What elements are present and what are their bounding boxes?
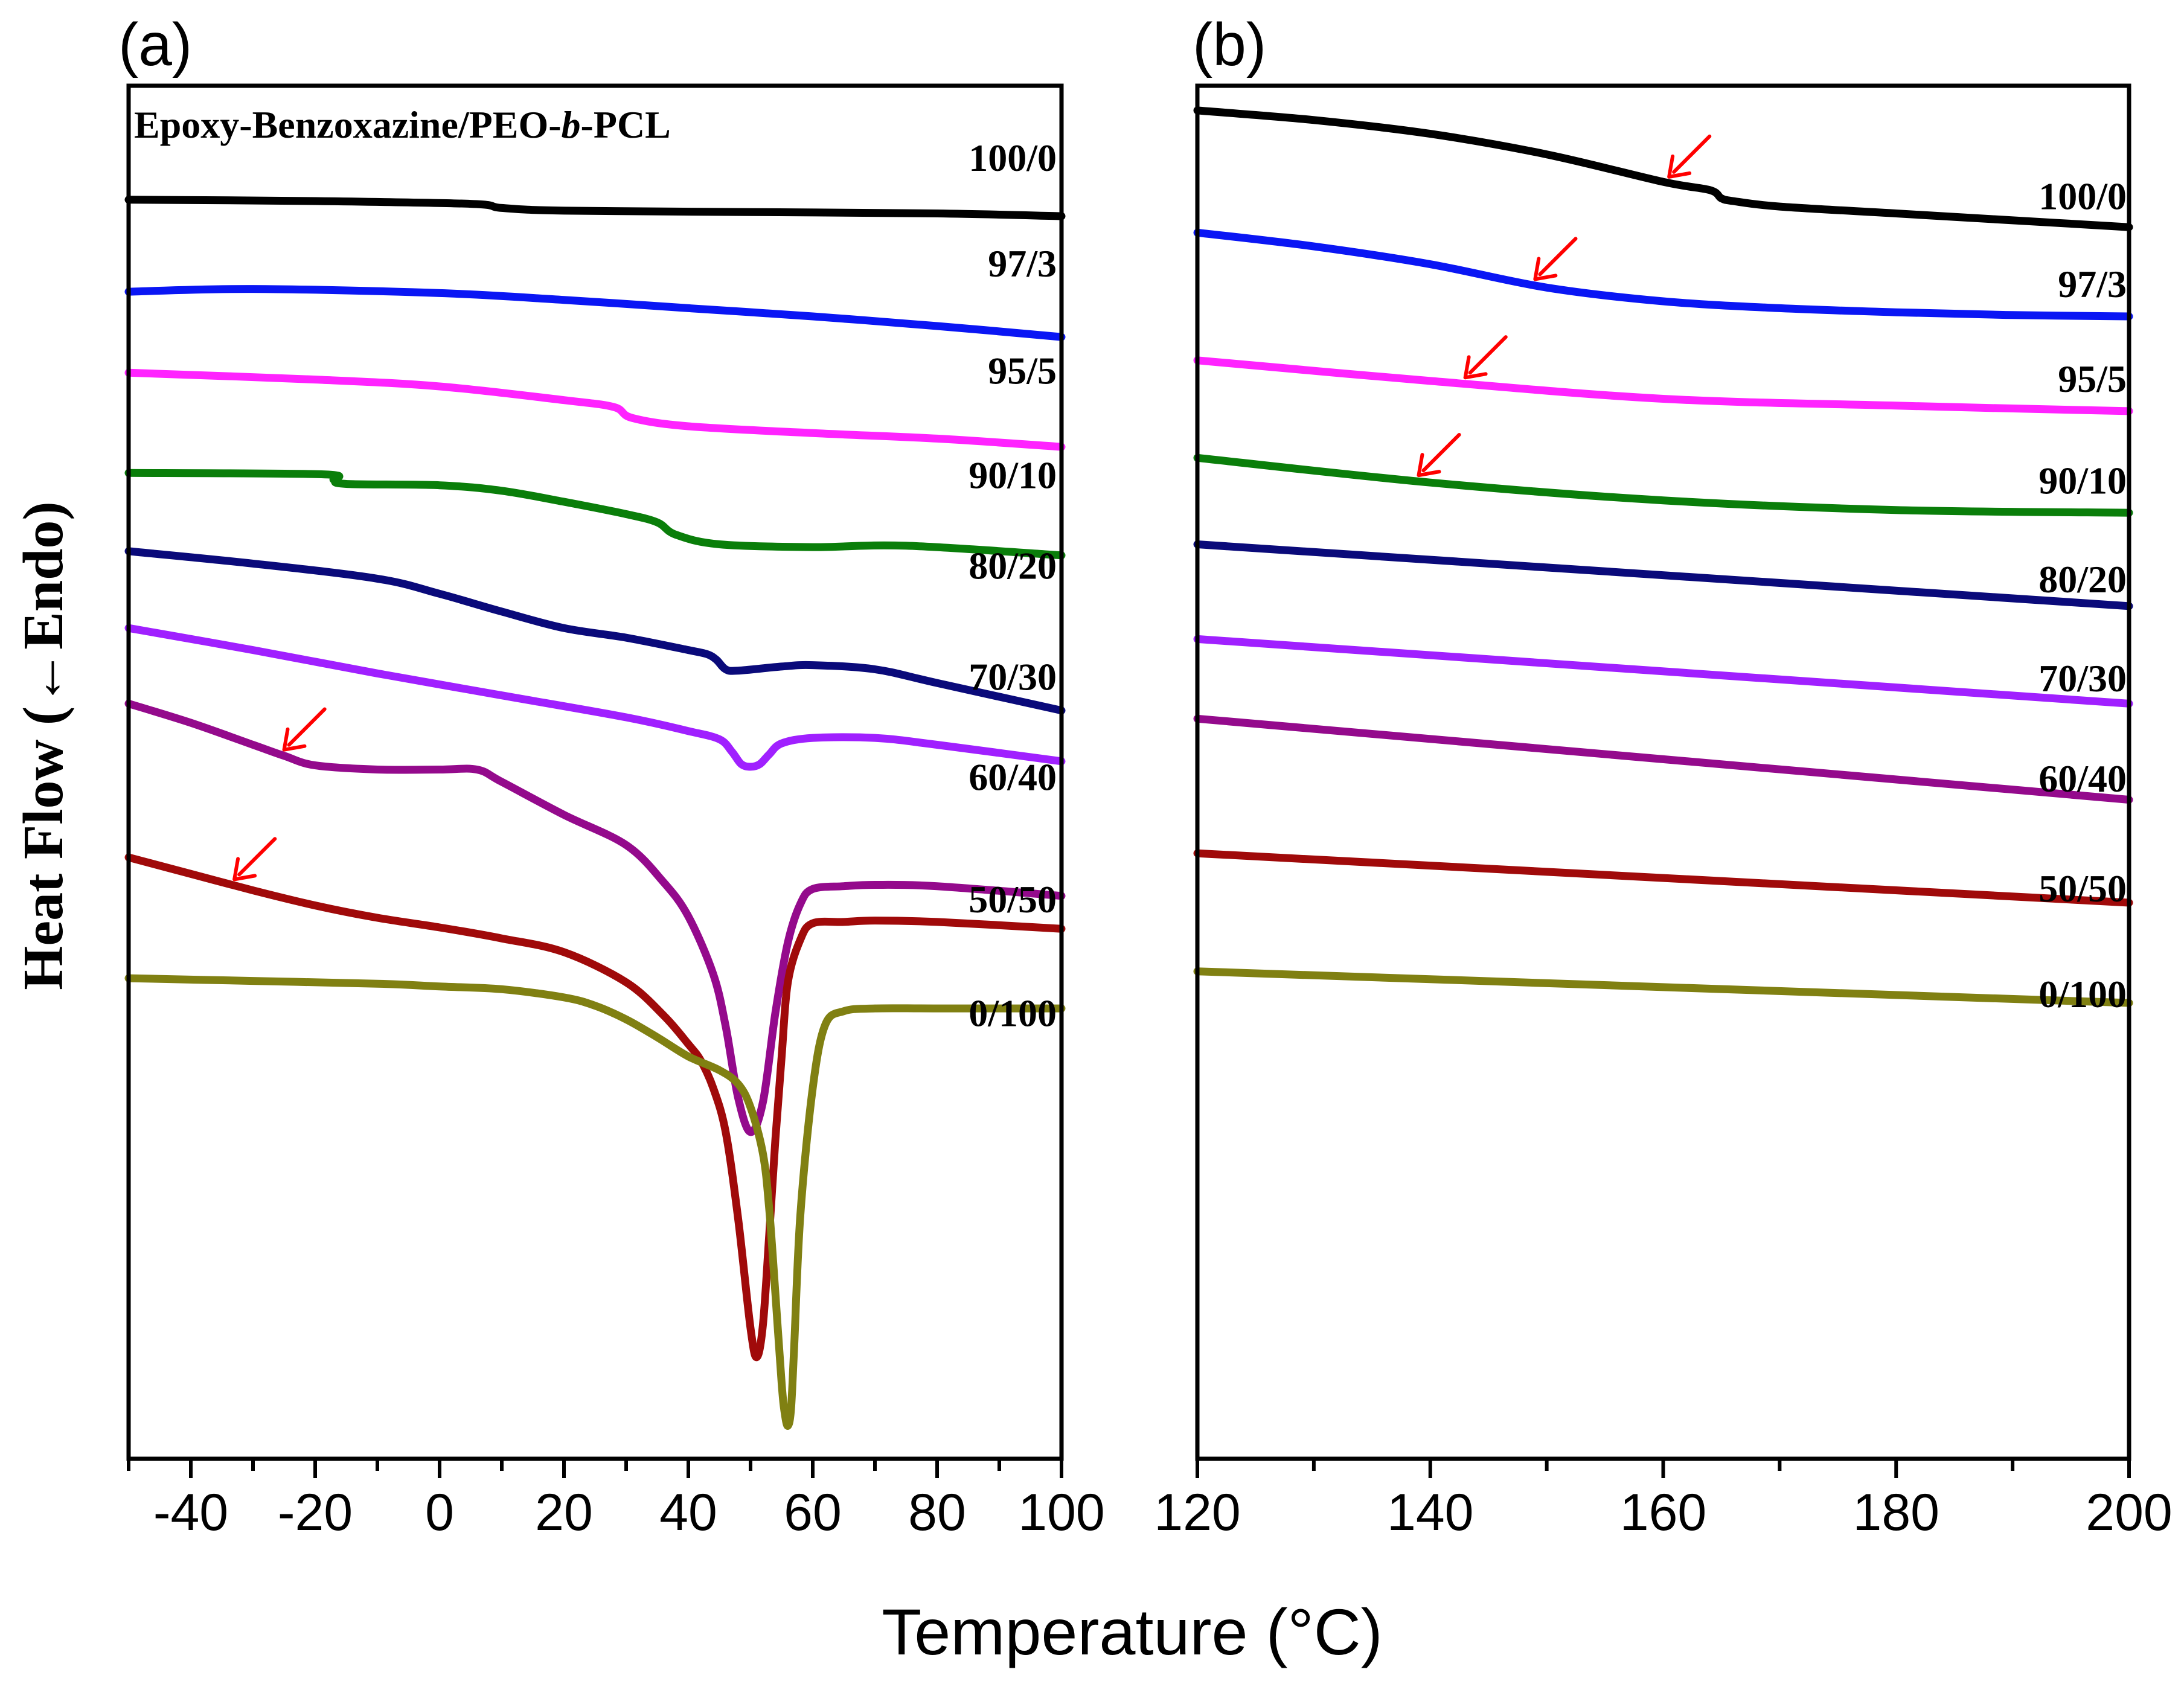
panel-a-title-part3: -PCL	[581, 103, 671, 146]
series-50-50-line	[124, 853, 1066, 1362]
panel-b-curve-labels: 100/0 97/3 95/5 90/10 80/20 70/30 60/40 50/50 0/…	[2038, 175, 2127, 1016]
panel-a: (a) Epoxy-Benzoxazine/PEO-b-PCL 100/0 97/…	[118, 11, 1105, 1542]
series-100-0-line	[124, 196, 1066, 220]
panel-a-x-axis: -40 -20 0 20 40 60 80 100	[127, 1459, 1105, 1542]
x-axis-title: Temperature (°C)	[882, 1595, 1382, 1668]
annotation-arrow	[232, 837, 277, 882]
x-tick-label: 0	[425, 1484, 454, 1542]
series-70-30-line	[124, 624, 1066, 771]
curve-label-95-5: 95/5	[2058, 357, 2127, 400]
panel-a-arrows	[232, 707, 327, 882]
curve-label-100-0: 100/0	[2038, 175, 2127, 218]
annotation-arrow	[1417, 432, 1461, 478]
panel-a-title-italic: b	[562, 103, 581, 146]
curve-label-50-50: 50/50	[969, 878, 1057, 921]
curve-label-50-50: 50/50	[2038, 867, 2127, 910]
annotation-arrow	[1463, 335, 1508, 380]
panel-b-x-axis: 120 140 160 180 200	[1154, 1459, 2173, 1542]
series-90-10-line	[124, 469, 1066, 560]
annotation-arrow	[1667, 134, 1712, 179]
x-tick-label: 180	[1853, 1484, 1940, 1542]
curve-label-97-3: 97/3	[2058, 263, 2127, 306]
panel-a-label: (a)	[118, 11, 192, 78]
series-90-10-line	[1193, 453, 2133, 517]
series-60-40-line	[124, 699, 1066, 1136]
curve-label-80-20: 80/20	[2038, 558, 2127, 601]
x-tick-label: 120	[1154, 1484, 1241, 1542]
series-80-20-line	[1193, 540, 2133, 610]
series-97-3-line	[124, 285, 1066, 341]
series-70-30-line	[1193, 635, 2133, 708]
curve-label-97-3: 97/3	[988, 242, 1057, 285]
x-tick-label: 80	[908, 1484, 966, 1542]
series-0-100-line	[1193, 967, 2133, 1007]
series-95-5-line	[1193, 356, 2133, 415]
panel-b-arrows	[1417, 134, 1712, 478]
curve-label-100-0: 100/0	[969, 136, 1057, 179]
panel-a-frame	[126, 83, 1064, 1461]
x-tick-label: 140	[1387, 1484, 1474, 1542]
panel-a-title-part1: Epoxy-Benzoxazine/PEO-	[134, 103, 562, 146]
panel-b-frame	[1195, 83, 2131, 1461]
x-tick-label: -40	[153, 1484, 228, 1542]
x-tick-label: 160	[1620, 1484, 1707, 1542]
panel-b-series	[1193, 106, 2133, 1007]
panel-b-label: (b)	[1193, 11, 1266, 78]
curve-label-0-100: 0/100	[969, 992, 1057, 1035]
series-95-5-line	[124, 368, 1066, 451]
series-80-20-line	[124, 547, 1066, 715]
curve-label-60-40: 60/40	[2038, 757, 2127, 800]
annotation-arrow	[1533, 237, 1578, 281]
annotation-arrow	[282, 707, 327, 752]
curve-label-60-40: 60/40	[969, 756, 1057, 799]
x-tick-label: 100	[1018, 1484, 1105, 1542]
curve-label-70-30: 70/30	[2038, 657, 2127, 700]
x-tick-label: 40	[659, 1484, 717, 1542]
panel-a-series	[124, 196, 1066, 1430]
x-tick-label: -20	[278, 1484, 353, 1542]
panel-a-title: Epoxy-Benzoxazine/PEO-b-PCL	[134, 103, 671, 146]
series-97-3-line	[1193, 228, 2133, 321]
curve-label-0-100: 0/100	[2038, 973, 2127, 1016]
x-tick-label: 60	[784, 1484, 842, 1542]
panel-b: (b) 100/0 97/3 95/5 90/10 80/20 70/30 60/40 50/…	[1154, 11, 2173, 1542]
y-axis-title: Heat Flow (←Endo)	[12, 501, 75, 990]
panel-a-curve-labels: 100/0 97/3 95/5 90/10 80/20 70/30 60/40 50/50 0/…	[969, 136, 1057, 1035]
x-tick-label: 200	[2086, 1484, 2173, 1542]
x-tick-label: 20	[535, 1484, 593, 1542]
curve-label-95-5: 95/5	[988, 349, 1057, 392]
curve-label-70-30: 70/30	[969, 656, 1057, 699]
series-0-100-line	[124, 974, 1066, 1430]
curve-label-90-10: 90/10	[969, 453, 1057, 496]
series-60-40-line	[1193, 714, 2133, 804]
series-100-0-line	[1193, 106, 2133, 231]
curve-label-80-20: 80/20	[969, 544, 1057, 587]
series-50-50-line	[1193, 849, 2133, 907]
curve-label-90-10: 90/10	[2038, 459, 2127, 502]
